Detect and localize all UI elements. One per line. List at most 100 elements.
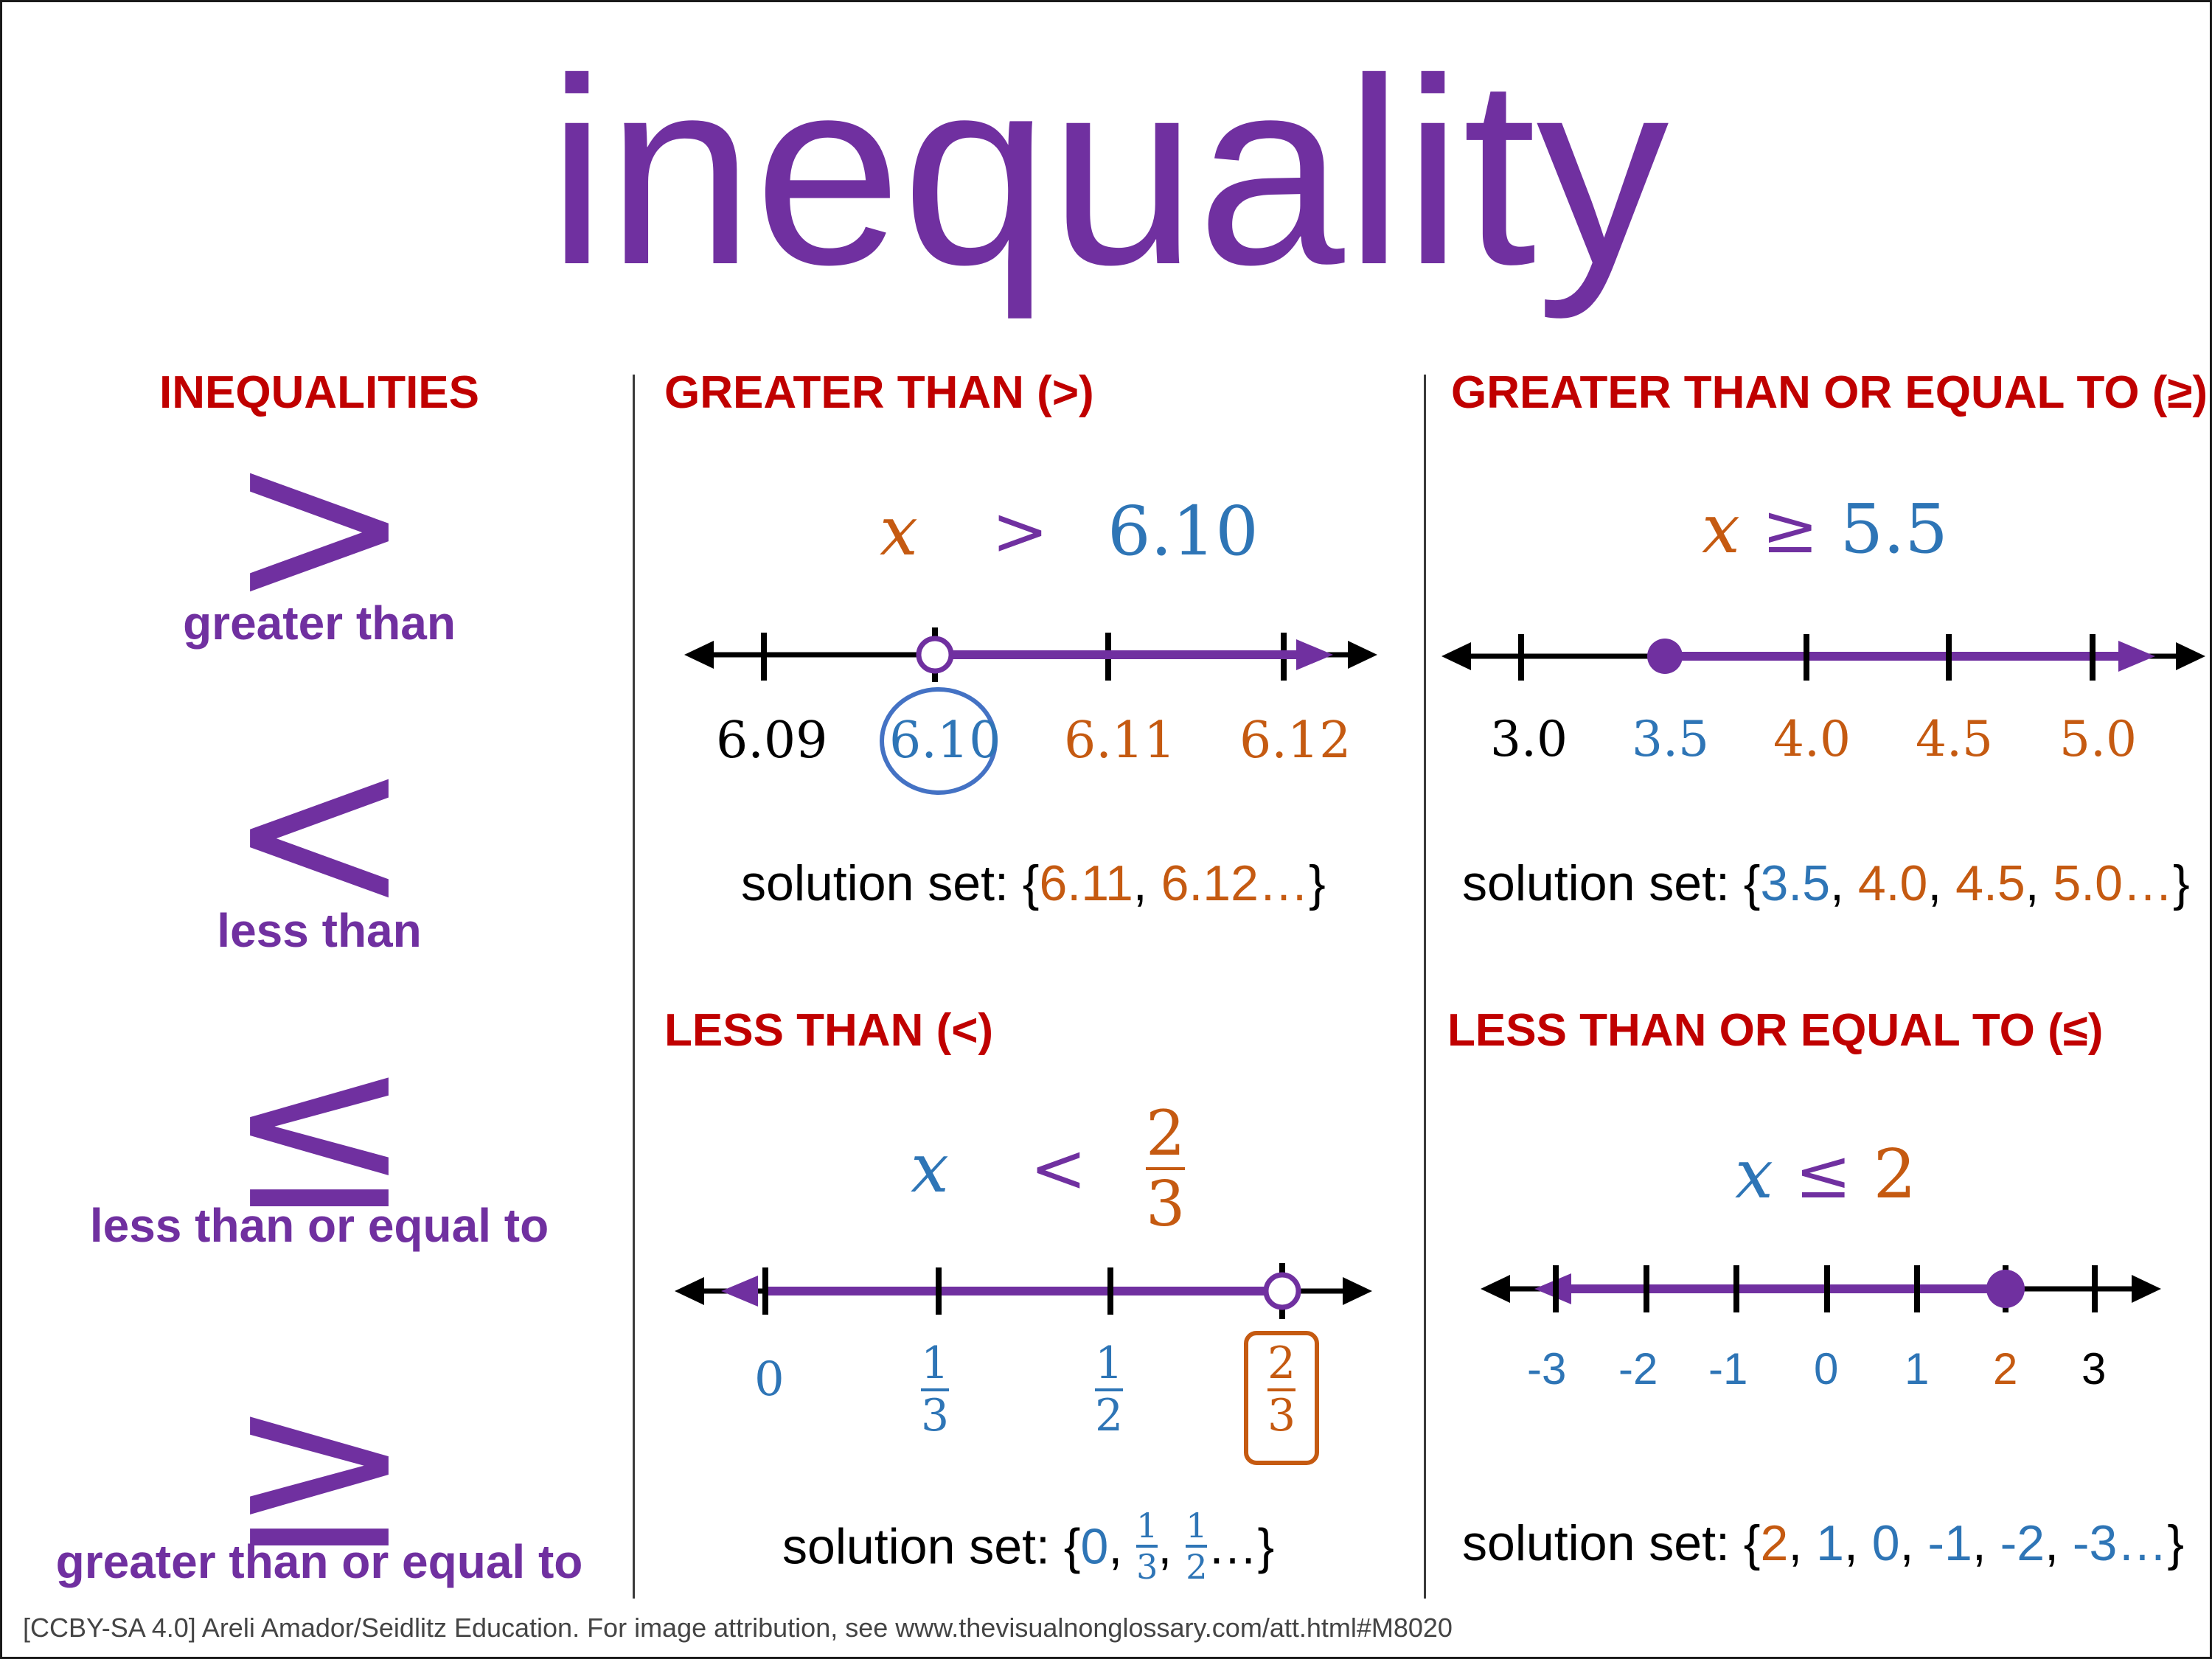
fraction-denominator: 3: [921, 1390, 950, 1441]
closed-endpoint: [1647, 639, 1683, 674]
solution-value: 0: [1871, 1515, 1900, 1571]
fraction-numerator: 1: [1186, 1506, 1208, 1545]
equation-value: 5.5: [1840, 490, 1948, 568]
axis-arrow-right: [1348, 641, 1377, 669]
tick-label: 2: [1993, 1344, 2018, 1394]
solution-prefix: solution set: {: [782, 1518, 1081, 1575]
circled-value-highlight: [880, 687, 998, 795]
axis-arrow-left: [1481, 1275, 1510, 1303]
fraction-numerator: 2: [1145, 1097, 1186, 1169]
greater-equal-equation: x ≥ 5.5: [1702, 493, 1948, 566]
solution-value: 1: [1816, 1515, 1844, 1571]
boxed-value-highlight: [1244, 1331, 1319, 1465]
fraction-numerator: 1: [1136, 1506, 1158, 1545]
axis-arrow-left: [1441, 642, 1471, 670]
open-endpoint: [1263, 1272, 1301, 1310]
solution-suffix: }: [2173, 855, 2190, 911]
equation-variable: x: [880, 492, 918, 571]
greater-than-heading: GREATER THAN (>): [664, 367, 1094, 418]
closed-endpoint: [1986, 1270, 2025, 1308]
less-than-symbol: <: [226, 703, 412, 960]
greater-equal-label: greater than or equal to: [55, 1535, 583, 1588]
solution-value: 6.12…: [1161, 855, 1309, 911]
fraction-denominator: 2: [1186, 1547, 1208, 1587]
solution-ray-arrow: [721, 1276, 758, 1307]
tick-label: 6.12: [1239, 712, 1352, 770]
equation-operator: ≤: [1795, 1135, 1852, 1214]
greater-equal-symbol: ≥: [226, 1340, 412, 1598]
fraction-bar: [1145, 1167, 1186, 1171]
equation-variable: x: [911, 1129, 949, 1208]
less-than-equation: x <2 3: [911, 1097, 1186, 1256]
solution-value: -3…: [2072, 1515, 2168, 1571]
column-divider-left: [633, 375, 635, 1599]
axis-arrow-left: [684, 641, 714, 669]
tick-label: 0: [1814, 1344, 1839, 1394]
less-equal-solution-set: solution set: {2, 1, 0, -1, -2, -3…}: [1462, 1515, 2185, 1571]
equation-value: 2: [1873, 1135, 1917, 1214]
fraction-numerator: 1: [1095, 1338, 1124, 1389]
tick-label: 4.0: [1773, 711, 1851, 768]
page-title: inequality: [547, 24, 1669, 320]
symbols-heading: INEQUALITIES: [159, 367, 480, 418]
fraction-bar: [921, 1388, 950, 1391]
solution-value: 6.11: [1039, 855, 1133, 911]
solution-value: -2: [2000, 1515, 2045, 1571]
greater-equal-solution-set: solution set: {3.5, 4.0, 4.5, 5.0…}: [1462, 855, 2190, 911]
open-endpoint: [916, 636, 954, 674]
greater-equal-heading: GREATER THAN OR EQUAL TO (≥): [1451, 367, 2208, 418]
equation-operator: >: [991, 492, 1048, 571]
solution-value: 4.0: [1857, 855, 1928, 911]
solution-value: 2: [1760, 1515, 1789, 1571]
equation-variable: x: [1735, 1135, 1773, 1214]
less-than-label: less than: [217, 904, 422, 957]
tick-label: 3.5: [1632, 711, 1709, 768]
solution-value: 4.5: [1955, 855, 2025, 911]
fraction-denominator: 2: [1095, 1390, 1124, 1441]
fraction-bar: [1095, 1388, 1124, 1391]
column-divider-right: [1424, 375, 1426, 1599]
tick-label: -3: [1527, 1344, 1567, 1394]
tick-label: 3.0: [1490, 711, 1568, 768]
solution-ray-arrow: [1296, 639, 1333, 670]
tick-label: -1: [1708, 1344, 1748, 1394]
axis-arrow-left: [675, 1277, 704, 1305]
greater-than-solution-set: solution set: {6.11, 6.12…}: [741, 855, 1326, 911]
tick-label-circled: 6.10: [889, 712, 1001, 770]
fraction-bar: [1186, 1545, 1208, 1548]
less-equal-label: less than or equal to: [89, 1199, 549, 1252]
tick-label: 3: [2081, 1344, 2107, 1394]
less-than-heading: LESS THAN (<): [664, 1005, 994, 1056]
fraction-bar: [1136, 1545, 1158, 1548]
solution-value: -1: [1927, 1515, 1972, 1571]
axis-arrow-right: [1343, 1277, 1372, 1305]
equation-variable: x: [1702, 490, 1740, 568]
fraction-bar: [1267, 1388, 1296, 1391]
attribution-footer: [CCBY-SA 4.0] Areli Amador/Seidlitz Educ…: [23, 1613, 1453, 1643]
tick-label: 4.5: [1916, 711, 1993, 768]
axis-arrow-right: [2176, 642, 2205, 670]
greater-than-label: greater than: [183, 597, 456, 650]
fraction-denominator: 3: [1145, 1168, 1186, 1241]
solution-value: 3.5: [1760, 855, 1831, 911]
solution-ray-arrow: [2118, 641, 2155, 672]
less-equal-equation: x ≤ 2: [1735, 1138, 1916, 1211]
equation-operator: <: [1029, 1129, 1087, 1208]
less-equal-symbol: ≤: [226, 1001, 412, 1259]
less-equal-heading: LESS THAN OR EQUAL TO (≤): [1447, 1005, 2104, 1056]
solution-prefix: solution set: {: [1462, 855, 1761, 911]
greater-than-symbol: >: [226, 397, 412, 654]
solution-prefix: solution set: {: [1462, 1515, 1761, 1571]
fraction-denominator: 3: [1136, 1547, 1158, 1587]
equation-value: 6.10: [1107, 492, 1259, 571]
solution-prefix: solution set: {: [741, 855, 1040, 911]
